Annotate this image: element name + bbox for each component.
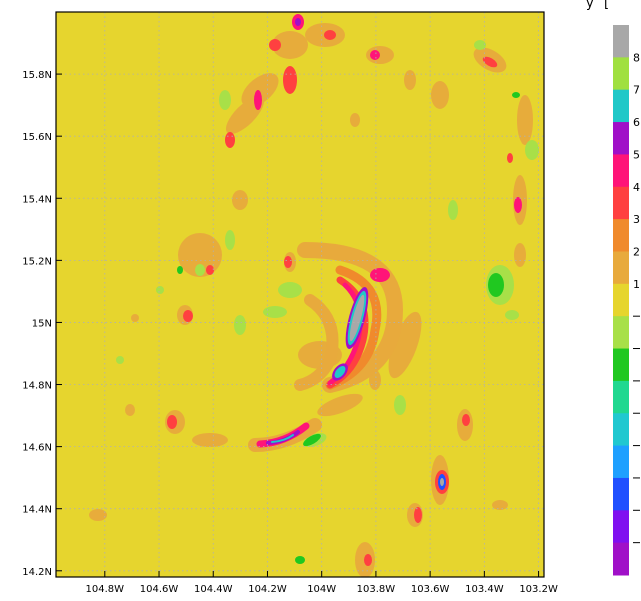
colorbar-swatch (613, 122, 629, 155)
colorbar-swatch (613, 90, 629, 123)
lat-tick-label: 15.6N (22, 132, 52, 143)
map-background (56, 12, 544, 577)
colorbar-label: 6 (633, 116, 640, 129)
colorbar-label: 2 (633, 245, 640, 258)
lat-tick-label: 15.2N (22, 256, 52, 267)
lat-tick-label: 15.8N (22, 70, 52, 81)
colorbar-swatch (613, 57, 629, 90)
lat-tick-label: 14.6N (22, 443, 52, 454)
colorbar-swatch (613, 349, 629, 382)
lon-tick-label: 103.8W (357, 584, 396, 595)
lon-tick-label: 104.2W (248, 584, 287, 595)
colorbar-swatch (613, 543, 629, 576)
lat-tick-label: 15.4N (22, 194, 52, 205)
colorbar-label: 7 (633, 84, 640, 97)
lat-tick-label: 14.8N (22, 381, 52, 392)
lon-tick-label: 104.8W (86, 584, 125, 595)
colorbar-swatch (613, 284, 629, 317)
lon-tick-label: 103.6W (411, 584, 450, 595)
lat-tick-label: 14.2N (22, 567, 52, 578)
colorbar-swatch (613, 413, 629, 446)
colorbar-swatch (613, 154, 629, 187)
colorbar-label: 8 (633, 51, 640, 64)
lon-tick-label: 104.4W (194, 584, 233, 595)
lat-tick-label: 15N (32, 318, 52, 329)
legend-header-bracket: [ (604, 0, 609, 11)
colorbar-swatch (613, 251, 629, 284)
colorbar-swatch (613, 219, 629, 252)
colorbar: 8 7 6 5 4 3 2 1 (613, 25, 640, 576)
map-panel: 15.8N 15.6N 15.4N 15.2N 15N 14.8N 14.6N 14.4N 14… (22, 12, 558, 595)
lon-tick-label: 103.4W (465, 584, 504, 595)
lon-tick-label: 104W (307, 584, 336, 595)
colorbar-swatch (613, 187, 629, 220)
lon-tick-label: 104.6W (140, 584, 179, 595)
lat-tick-label: 14.4N (22, 505, 52, 516)
colorbar-swatch (613, 446, 629, 479)
colorbar-label: 3 (633, 213, 640, 226)
colorbar-label: 5 (633, 148, 640, 161)
legend-header-fragment: y (586, 0, 594, 11)
colorbar-label: 1 (633, 278, 640, 291)
colorbar-swatch (613, 25, 629, 58)
lon-tick-label: 103.2W (519, 584, 558, 595)
colorbar-swatch (613, 381, 629, 414)
colorbar-label: 4 (633, 181, 640, 194)
colorbar-swatch (613, 478, 629, 511)
colorbar-swatch (613, 316, 629, 349)
colorbar-swatch (613, 510, 629, 543)
